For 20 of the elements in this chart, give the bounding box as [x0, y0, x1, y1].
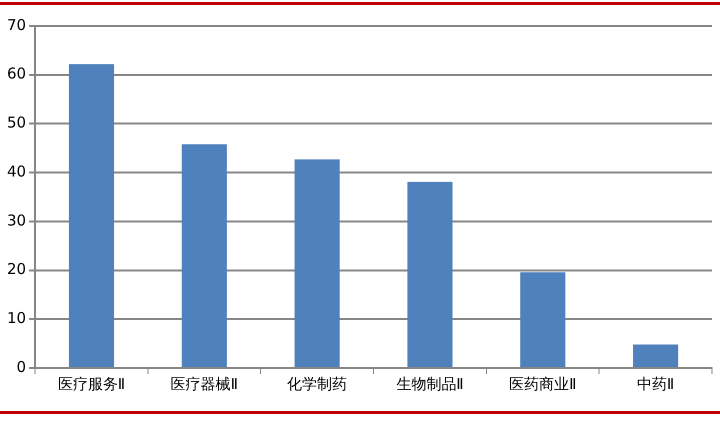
y-tick-label: 30 — [6, 211, 26, 230]
bar — [68, 64, 114, 367]
bar — [633, 344, 678, 367]
x-tick-label: 中药Ⅱ — [636, 374, 674, 393]
x-tick-label: 化学制药 — [287, 374, 348, 393]
y-tick-label: 0 — [16, 358, 26, 376]
bar — [407, 182, 453, 367]
y-tick-label: 70 — [6, 16, 26, 34]
x-tick-label: 医药商业Ⅱ — [509, 374, 576, 393]
x-tick-label: 生物制品Ⅱ — [396, 374, 464, 393]
y-tick-label: 60 — [6, 64, 26, 83]
y-tick-label: 10 — [6, 309, 26, 328]
y-tick-label: 20 — [6, 260, 26, 278]
x-tick-label: 医疗器械Ⅱ — [170, 374, 238, 393]
bar — [294, 159, 340, 367]
x-tick-label: 医疗服务Ⅱ — [58, 374, 126, 393]
bar — [182, 144, 227, 367]
y-tick-label: 40 — [6, 162, 26, 180]
y-tick-label: 50 — [6, 114, 26, 132]
bar — [520, 272, 566, 367]
